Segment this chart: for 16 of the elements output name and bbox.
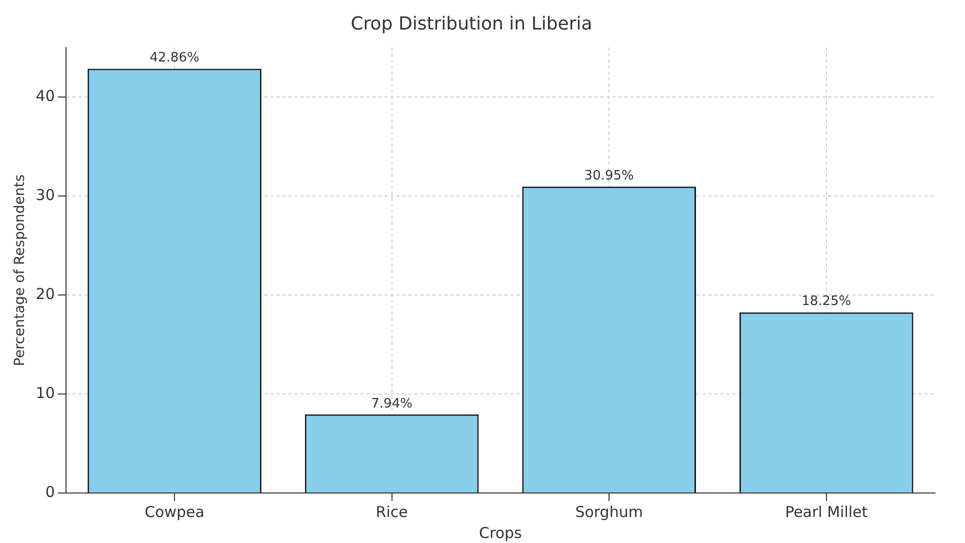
y-tick-label: 20: [36, 284, 55, 303]
y-axis-title: Percentage of Respondents: [12, 174, 28, 366]
data-label: 42.86%: [150, 50, 200, 66]
y-tick-label: 0: [45, 482, 55, 501]
data-label: 18.25%: [802, 294, 852, 310]
x-tick-label: Sorghum: [575, 502, 643, 521]
y-tick-label: 10: [36, 384, 55, 402]
x-axis-title: Crops: [479, 524, 522, 542]
x-tick-label: Cowpea: [144, 502, 204, 521]
y-tick-label: 40: [36, 86, 55, 105]
data-label: 7.94%: [371, 396, 412, 412]
chart-title: Crop Distribution in Liberia: [350, 13, 592, 34]
x-tick-label: Rice: [376, 502, 408, 521]
y-tick-label: 30: [36, 186, 55, 204]
data-label: 30.95%: [584, 168, 634, 184]
x-tick-label: Pearl Millet: [785, 502, 868, 521]
